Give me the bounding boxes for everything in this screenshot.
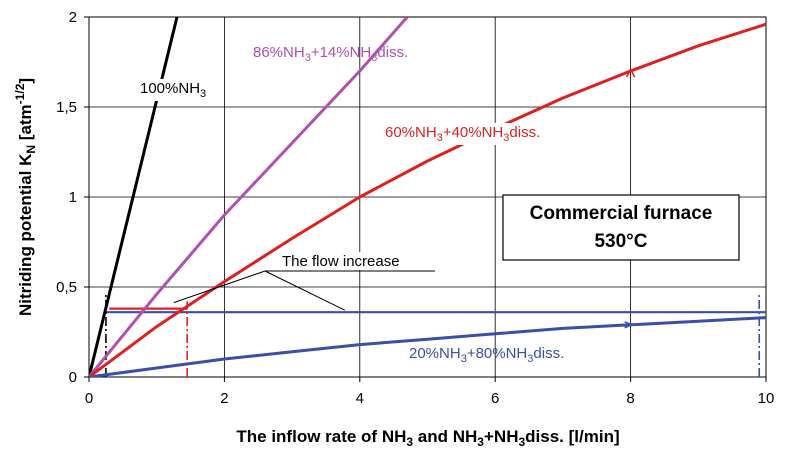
x-axis-title: The inflow rate of NH3 and NH3+NH3diss. … — [236, 427, 619, 449]
annotation-pointer — [173, 270, 266, 304]
series-label-nh3_100: 100%NH3 — [140, 80, 206, 100]
x-tick-label: 4 — [356, 390, 364, 407]
series-label-nh3_20: 20%NH3+80%NH3diss. — [409, 345, 564, 365]
series-line-nh3_86 — [89, 17, 409, 377]
reference-lines — [105, 292, 766, 377]
x-tick-label: 8 — [626, 390, 634, 407]
flow-increase-annotation: The flow increase — [173, 252, 435, 311]
tick-labels: 0 2 4 6 8 10 0 0,5 1 1,5 2 — [56, 9, 774, 407]
x-tick-label: 10 — [758, 390, 775, 407]
axis-titles: The inflow rate of NH3 and NH3+NH3diss. … — [13, 78, 620, 449]
annotation-text: The flow increase — [282, 253, 400, 270]
series-label-nh3_60: 60%NH3+40%NH3diss. — [385, 124, 540, 144]
info-box-line2: 530°C — [594, 231, 647, 252]
annotation-bg — [280, 252, 402, 270]
y-tick-label: 2 — [69, 9, 77, 26]
series-label-bg — [383, 123, 543, 145]
y-tick-label: 0,5 — [56, 279, 77, 296]
x-tick-label: 6 — [491, 390, 499, 407]
data-series — [89, 17, 766, 377]
y-axis-title: Nitriding potential KN [atm-1/2] — [13, 78, 38, 316]
series-labels: 100%NH3 86%NH3+14%NH3diss. 60%NH3+40%NH3di… — [138, 44, 564, 365]
annotation-pointer — [264, 270, 346, 311]
x-tick-label: 0 — [85, 390, 93, 407]
blue-curve-arrow — [624, 321, 634, 329]
x-tick-label: 2 — [220, 390, 228, 407]
info-box: Commercial furnace 530°C — [502, 194, 740, 261]
series-label-bg — [138, 79, 209, 101]
axes — [84, 16, 767, 382]
y-tick-label: 1,5 — [56, 99, 77, 116]
red-curve-arrow — [625, 67, 636, 78]
y-tick-label: 1 — [69, 189, 77, 206]
series-line-nh3_100 — [89, 17, 179, 377]
y-tick-label: 0 — [69, 369, 77, 386]
series-label-nh3_86: 86%NH3+14%NH3diss. — [253, 44, 408, 64]
series-line-nh3_20 — [89, 316, 766, 377]
info-box-frame — [502, 194, 740, 261]
series-line-nh3_60 — [89, 22, 766, 377]
info-box-line1: Commercial furnace — [530, 203, 713, 224]
